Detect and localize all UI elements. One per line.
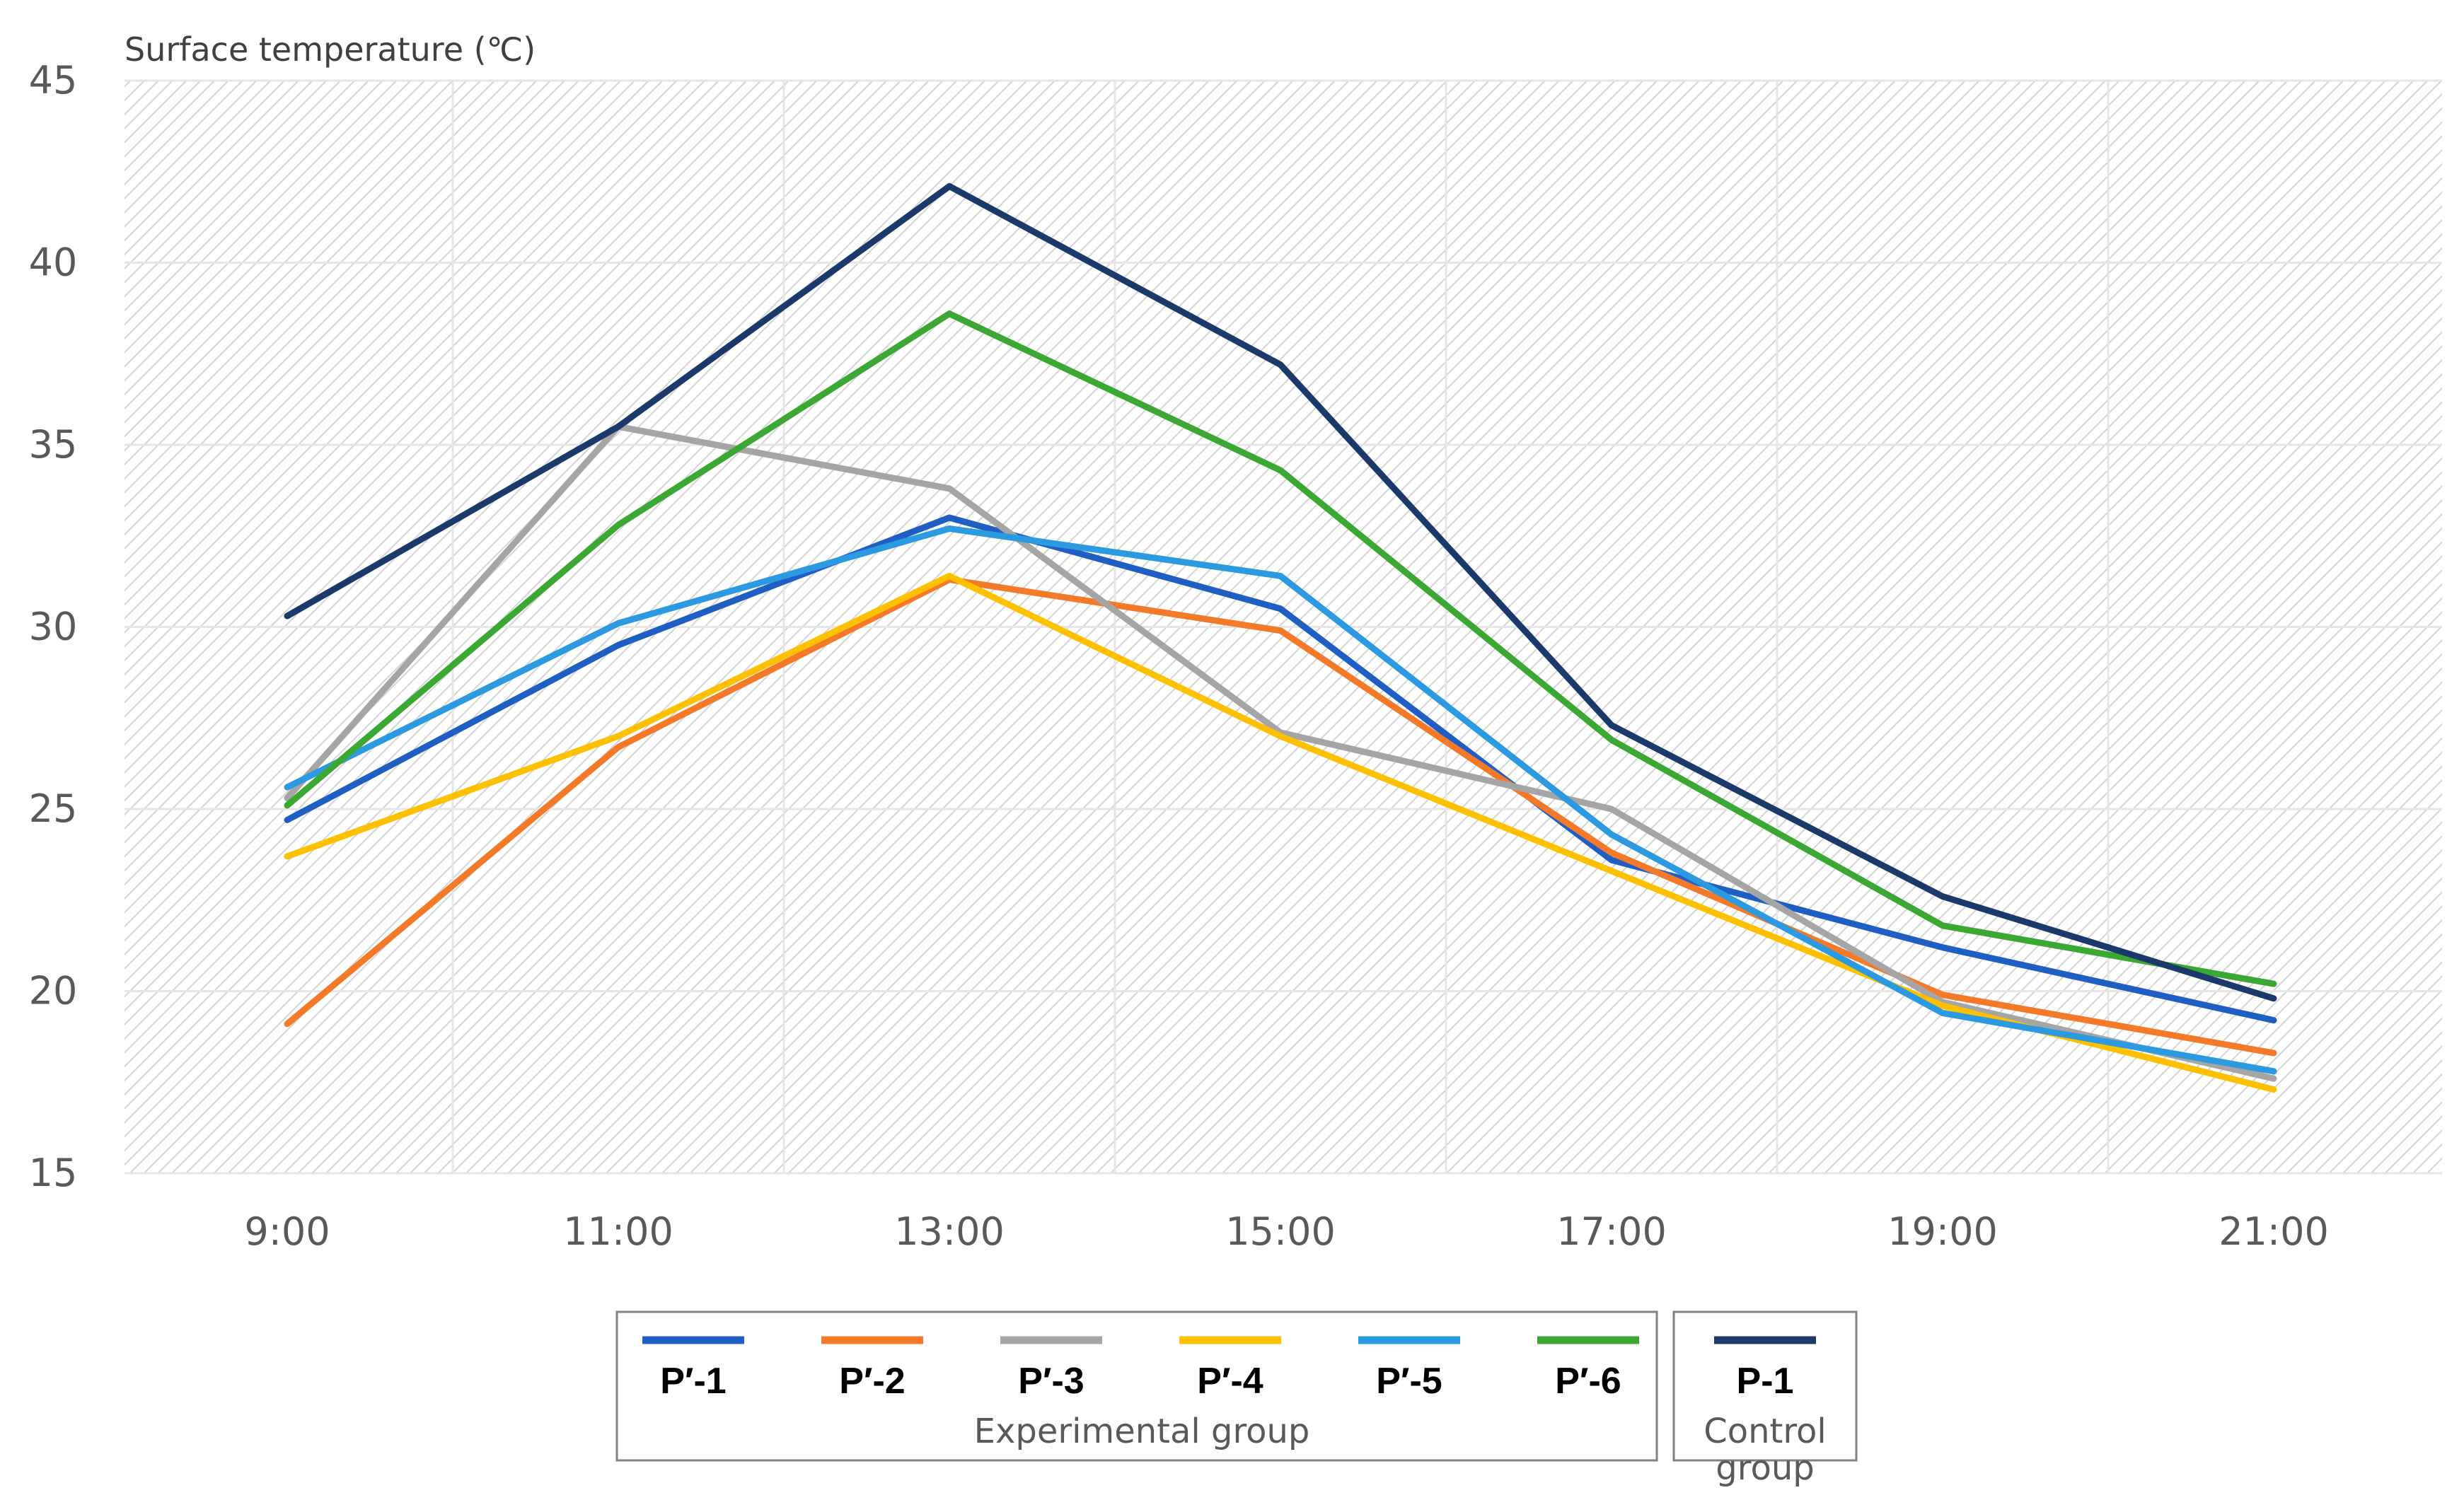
legend-experimental-box: [615, 1310, 1658, 1462]
x-tick-label: 9:00: [244, 1209, 330, 1254]
legend-control-label-line2: group: [1716, 1448, 1814, 1488]
series-lines: [284, 182, 2277, 1093]
series-line-exp-4: [284, 572, 2277, 1093]
legend-control-entries: P-1: [1714, 1336, 1816, 1402]
series-line-control: [284, 182, 2277, 1002]
x-tick-label: 19:00: [1887, 1209, 1998, 1254]
x-tick-label: 17:00: [1556, 1209, 1667, 1254]
gridlines: [125, 79, 2442, 1175]
series-line-exp-5: [284, 525, 2277, 1075]
x-tick-label: 11:00: [563, 1209, 673, 1254]
legend-label: P′-3: [1018, 1361, 1084, 1402]
y-axis-label: Surface temperature (℃): [125, 30, 536, 69]
legend-experimental-entries: P′-1 P′-2 P′-3 P′-4 P′-5 P′-6: [642, 1336, 1639, 1402]
y-tick-label-40: 40: [29, 240, 78, 285]
series-line-exp-6: [284, 310, 2277, 987]
y-tick-label-45: 45: [29, 58, 78, 103]
legend-control-label-line1: Control: [1704, 1412, 1827, 1451]
series-line-exp-2: [284, 576, 2277, 1057]
y-tick-label-20: 20: [29, 969, 78, 1013]
legend-experimental-label: Experimental group: [974, 1412, 1310, 1451]
legend-label: P′-1: [660, 1361, 726, 1402]
x-axis-ticks: 9:00 11:00 13:00 15:00 17:00 19:00 21:00: [244, 1209, 2328, 1254]
legend-label: P′-6: [1555, 1361, 1621, 1402]
y-axis-ticks: 15 20 25 30 35 40 45: [29, 58, 78, 1195]
series-line-exp-1: [284, 514, 2277, 1024]
legend-label-control: P-1: [1737, 1361, 1794, 1402]
legend-label: P′-4: [1197, 1361, 1263, 1402]
x-tick-label: 15:00: [1225, 1209, 1336, 1254]
legend-label: P′-2: [839, 1361, 905, 1402]
y-tick-label-30: 30: [29, 605, 78, 649]
legend-label: P′-5: [1376, 1361, 1442, 1402]
x-tick-label: 13:00: [894, 1209, 1005, 1254]
y-tick-label-15: 15: [29, 1151, 78, 1195]
x-tick-label: 21:00: [2219, 1209, 2329, 1254]
y-tick-label-35: 35: [29, 422, 78, 467]
y-tick-label-25: 25: [29, 786, 78, 831]
